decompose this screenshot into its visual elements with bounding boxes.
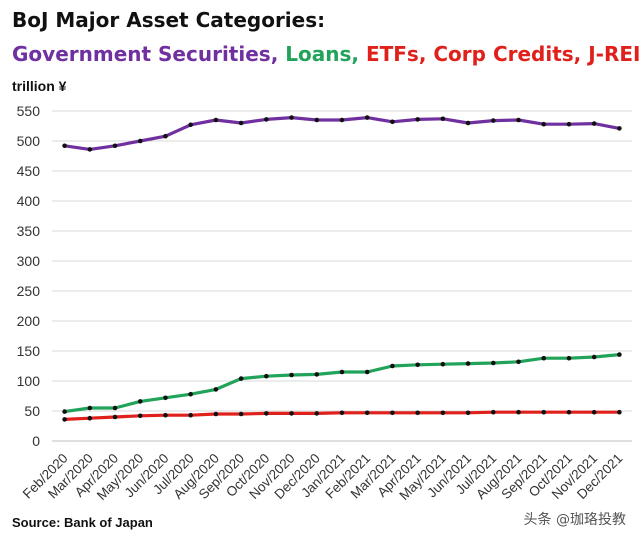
data-point-etfs-corp-credits-j-reits: [112, 414, 118, 420]
data-point-etfs-corp-credits-j-reits: [440, 410, 446, 416]
subtitle-loans: Loans,: [278, 42, 359, 66]
data-point-government-securities: [339, 117, 345, 123]
series-line-loans: [62, 353, 622, 414]
data-point-government-securities: [188, 122, 193, 128]
data-point-etfs-corp-credits-j-reits: [62, 417, 67, 422]
y-tick-label: 400: [17, 193, 41, 209]
data-point-loans: [591, 354, 597, 360]
data-point-etfs-corp-credits-j-reits: [213, 411, 219, 417]
data-point-loans: [163, 395, 168, 401]
data-point-etfs-corp-credits-j-reits: [188, 412, 193, 418]
y-tick-label: 250: [17, 283, 41, 299]
data-point-loans: [390, 363, 395, 369]
data-point-government-securities: [238, 120, 244, 126]
data-point-etfs-corp-credits-j-reits: [491, 409, 496, 415]
y-tick-label: 450: [17, 163, 41, 179]
data-point-government-securities: [112, 143, 118, 149]
series-line-government-securities: [62, 115, 622, 151]
data-point-etfs-corp-credits-j-reits: [566, 409, 572, 415]
y-tick-label: 50: [24, 403, 40, 419]
data-point-etfs-corp-credits-j-reits: [264, 411, 269, 416]
data-point-government-securities: [491, 118, 496, 123]
data-point-etfs-corp-credits-j-reits: [516, 409, 521, 415]
y-tick-label: 150: [17, 343, 41, 359]
data-point-government-securities: [516, 117, 521, 123]
data-point-etfs-corp-credits-j-reits: [87, 415, 93, 421]
data-point-government-securities: [364, 115, 370, 120]
data-point-government-securities: [87, 147, 93, 152]
subtitle-etfs-corp-credits-jreits: ETFs, Corp Credits, J-REITS: [358, 42, 640, 66]
data-point-loans: [314, 372, 320, 377]
data-point-government-securities: [289, 115, 294, 120]
data-point-loans: [112, 405, 118, 411]
data-point-etfs-corp-credits-j-reits: [137, 413, 143, 419]
data-point-loans: [264, 373, 269, 379]
data-point-etfs-corp-credits-j-reits: [617, 409, 622, 415]
data-point-etfs-corp-credits-j-reits: [238, 411, 244, 417]
data-point-loans: [339, 369, 345, 375]
data-point-government-securities: [137, 138, 143, 144]
data-point-government-securities: [617, 126, 622, 131]
source-note: Source: Bank of Japan: [12, 515, 153, 530]
data-point-etfs-corp-credits-j-reits: [541, 409, 547, 415]
data-point-government-securities: [390, 119, 395, 125]
data-point-government-securities: [314, 117, 320, 123]
y-tick-label: 500: [17, 133, 41, 149]
data-point-government-securities: [465, 120, 471, 126]
y-tick-label: 300: [17, 253, 41, 269]
data-point-etfs-corp-credits-j-reits: [465, 410, 471, 416]
data-point-government-securities: [163, 133, 168, 139]
data-point-government-securities: [62, 143, 67, 149]
data-point-etfs-corp-credits-j-reits: [314, 411, 320, 416]
data-point-loans: [364, 369, 370, 375]
data-point-loans: [188, 391, 193, 397]
y-tick-label: 0: [32, 433, 40, 449]
data-point-loans: [213, 387, 219, 392]
data-point-loans: [566, 355, 572, 361]
data-point-etfs-corp-credits-j-reits: [390, 410, 395, 416]
data-point-government-securities: [440, 116, 446, 122]
y-tick-label: 200: [17, 313, 41, 329]
data-point-loans: [238, 376, 244, 381]
y-tick-label: 550: [17, 103, 41, 119]
data-point-etfs-corp-credits-j-reits: [591, 409, 597, 415]
data-point-government-securities: [566, 121, 572, 127]
subtitle-government-securities: Government Securities,: [12, 42, 279, 66]
data-point-etfs-corp-credits-j-reits: [415, 410, 420, 416]
data-point-etfs-corp-credits-j-reits: [339, 410, 345, 416]
data-point-loans: [491, 360, 496, 366]
y-tick-label: 100: [17, 373, 41, 389]
data-point-loans: [617, 352, 622, 357]
data-point-etfs-corp-credits-j-reits: [364, 410, 370, 416]
data-point-government-securities: [415, 117, 420, 122]
data-point-government-securities: [591, 121, 597, 126]
data-point-loans: [62, 409, 67, 414]
data-point-etfs-corp-credits-j-reits: [289, 411, 294, 416]
y-tick-label: 350: [17, 223, 41, 239]
data-point-loans: [516, 359, 521, 365]
data-point-government-securities: [213, 117, 219, 123]
data-point-etfs-corp-credits-j-reits: [163, 412, 168, 418]
data-point-loans: [137, 399, 143, 404]
data-point-government-securities: [541, 121, 547, 127]
data-point-loans: [465, 361, 471, 366]
data-point-loans: [541, 355, 547, 361]
watermark: 头条 @珈珞投教: [523, 512, 626, 528]
data-point-loans: [415, 362, 420, 368]
y-axis-unit-label: trillion ¥: [12, 78, 67, 94]
data-point-loans: [440, 361, 446, 367]
chart-subtitle: Government Securities, Loans, ETFs, Corp…: [12, 42, 640, 66]
data-point-government-securities: [264, 117, 269, 122]
data-point-loans: [289, 372, 294, 378]
data-point-loans: [87, 405, 93, 411]
chart-title: BoJ Major Asset Categories:: [12, 8, 326, 32]
